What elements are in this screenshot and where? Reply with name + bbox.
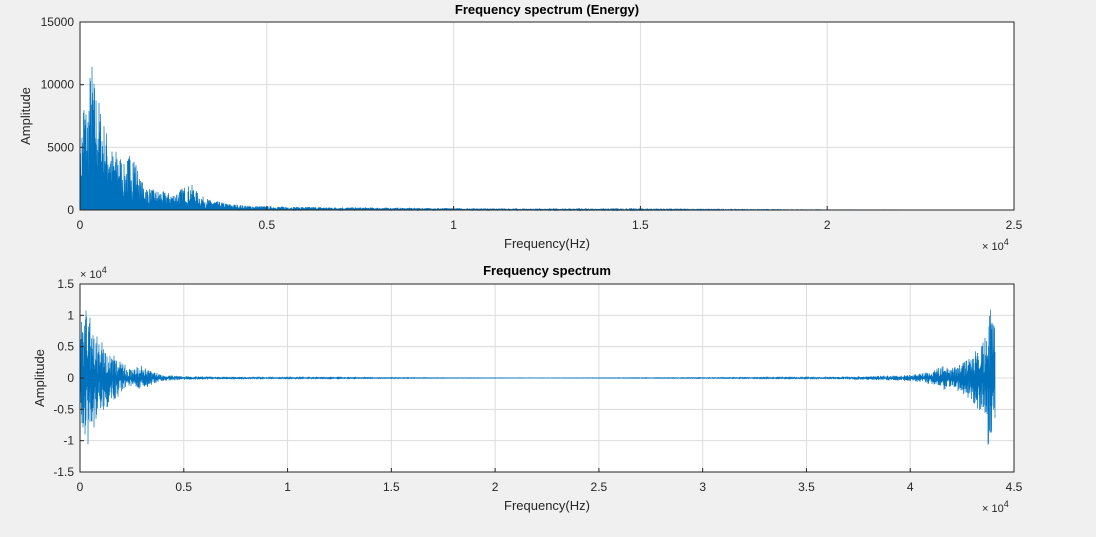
y-exponent: × 104 xyxy=(80,265,107,281)
x-tick-label: 3.5 xyxy=(798,480,815,494)
x-tick-label: 1.5 xyxy=(383,480,400,494)
tick-labels: 0 0.5 1 1.5 2 2.5 3 3.5 4 4.5 -1.5 -1 -0.5 0 0.5 1 1.5 xyxy=(53,277,1022,494)
x-tick-label: 4.5 xyxy=(1006,480,1023,494)
y-tick-label: 0 xyxy=(67,203,74,217)
x-axis-label: Frequency(Hz) xyxy=(504,236,590,251)
x-tick-label: 4 xyxy=(907,480,914,494)
y-tick-label: 15000 xyxy=(41,15,75,29)
x-tick-label: 2 xyxy=(824,218,831,232)
energy-spectrum-axes: 0 0.5 1 1.5 2 2.5 0 5000 10000 15000 Frequency sp… xyxy=(18,2,1023,253)
x-tick-label: 1 xyxy=(450,218,457,232)
y-tick-label: 1 xyxy=(67,308,74,322)
y-tick-label: 5000 xyxy=(47,140,74,154)
x-tick-label: 3 xyxy=(699,480,706,494)
y-tick-label: 10000 xyxy=(41,78,75,92)
axes-box xyxy=(79,21,1015,211)
x-exponent: × 104 xyxy=(982,499,1009,515)
tick-labels: 0 0.5 1 1.5 2 2.5 0 5000 10000 15000 xyxy=(41,15,1023,232)
x-tick-label: 2.5 xyxy=(1006,218,1023,232)
x-tick-label: 0 xyxy=(77,480,84,494)
spectrum-axes: 0 0.5 1 1.5 2 2.5 3 3.5 4 4.5 -1.5 -1 -0.5 0 0.5 1 1.5 F… xyxy=(32,263,1023,515)
x-tick-label: 0.5 xyxy=(258,218,275,232)
spectrum-line xyxy=(79,309,996,445)
y-tick-label: -0.5 xyxy=(53,402,74,416)
chart-title: Frequency spectrum (Energy) xyxy=(455,2,639,17)
spectrum-series-line xyxy=(79,309,996,445)
y-tick-label: 0 xyxy=(67,371,74,385)
y-tick-label: -1 xyxy=(63,434,74,448)
x-tick-label: 0.5 xyxy=(175,480,192,494)
x-axis-label: Frequency(Hz) xyxy=(504,498,590,513)
y-axis-label: Amplitude xyxy=(18,87,33,145)
y-tick-label: -1.5 xyxy=(53,465,74,479)
x-tick-label: 1 xyxy=(284,480,291,494)
y-tick-label: 0.5 xyxy=(57,340,74,354)
plot-area xyxy=(80,22,1014,210)
x-exponent: × 104 xyxy=(982,237,1009,253)
chart-title: Frequency spectrum xyxy=(483,263,611,278)
y-axis-label: Amplitude xyxy=(32,349,47,407)
x-tick-label: 1.5 xyxy=(632,218,649,232)
y-tick-label: 1.5 xyxy=(57,277,74,291)
x-tick-label: 2 xyxy=(492,480,499,494)
x-tick-label: 0 xyxy=(77,218,84,232)
x-tick-label: 2.5 xyxy=(591,480,608,494)
